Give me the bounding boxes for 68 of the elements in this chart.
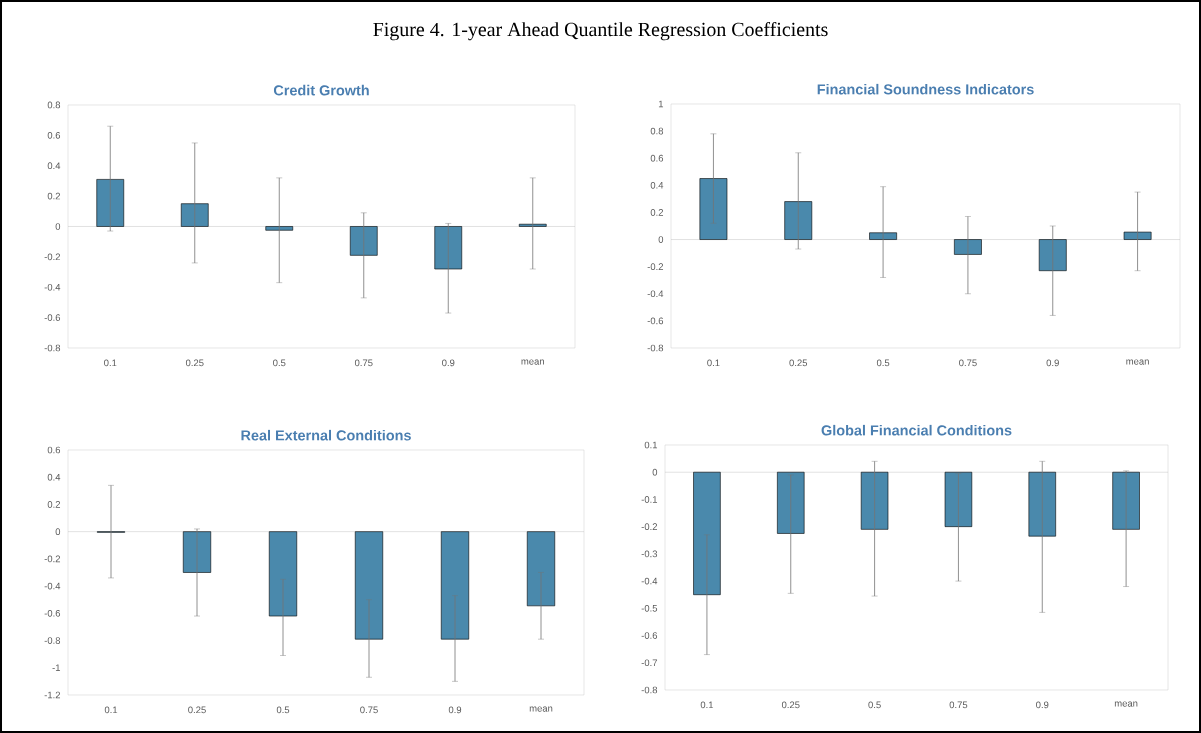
y-tick-label: -0.6 [647,317,664,325]
y-tick-label: 0 [658,236,664,243]
x-tick-label: 0.9 [1036,701,1049,709]
y-tick-label: -1.2 [44,691,61,699]
y-tick-label: 0.1 [644,441,658,449]
y-tick-label: 0 [652,468,658,476]
chart-title: Figure 4. 1-year Ahead Quantile Regression Coefficients [373,21,828,41]
y-tick-label: 0.4 [650,181,664,189]
x-tick-label: mean [1126,359,1149,365]
y-tick-label: -0.6 [44,609,61,617]
x-tick-label: 0.5 [876,359,890,367]
y-tick-label: -0.2 [44,253,61,261]
x-tick-label: 0.75 [949,701,968,709]
y-tick-label: 1 [658,100,664,108]
y-tick-label: -0.2 [641,523,658,530]
y-tick-label: 0.6 [650,154,664,162]
x-tick-label: mean [1114,701,1138,707]
y-tick-label: 0 [55,528,61,535]
y-tick-label: -0.8 [44,637,61,644]
x-tick-label: 0.9 [1046,359,1059,367]
x-tick-label: mean [521,359,544,365]
y-tick-label: -0.8 [647,344,664,352]
y-tick-label: 0.2 [47,501,61,508]
x-tick-label: mean [529,706,553,712]
y-tick-label: -0.3 [641,550,658,558]
x-tick-label: 0.1 [707,359,720,367]
y-tick-label: -0.4 [647,290,664,298]
chart-title: Global Financial Conditions [821,424,1012,436]
y-tick-label: 0.2 [650,209,664,216]
x-tick-label: 0.75 [959,359,977,367]
x-tick-label: 0.5 [868,701,881,709]
y-tick-label: 0.4 [47,162,61,170]
x-tick-label: 0.75 [360,706,378,714]
y-tick-label: -0.1 [641,496,658,503]
x-tick-label: 0.5 [273,359,286,367]
chart-subtitle: Credit Growth [273,84,369,96]
chart-title: Real External Conditions [241,429,411,441]
y-tick-label: -0.7 [641,659,658,667]
y-tick-label: -0.6 [641,632,658,639]
x-tick-label: 0.9 [442,359,455,367]
y-tick-label: -0.6 [44,314,61,321]
y-tick-label: 0.6 [47,446,61,454]
y-tick-label: -0.4 [44,582,61,590]
y-tick-label: 0.8 [47,101,61,109]
x-tick-label: 0.75 [354,359,373,367]
x-tick-label: 0.25 [188,706,206,714]
y-tick-label: -1 [52,664,61,672]
y-tick-label: -0.2 [44,555,61,563]
x-tick-label: 0.1 [700,701,714,709]
y-tick-label: -0.4 [44,283,61,291]
y-tick-label: 0.2 [47,192,61,200]
y-tick-label: -0.8 [641,686,658,694]
x-tick-label: 0.1 [104,359,117,367]
y-tick-label: -0.5 [641,604,658,612]
y-tick-label: -0.8 [44,344,61,352]
y-tick-label: 0 [55,223,61,230]
x-tick-label: 0.25 [185,359,204,367]
x-tick-label: 0.1 [104,706,118,714]
x-tick-label: 0.25 [781,701,800,709]
x-tick-label: 0.5 [276,706,290,714]
chart-title: Financial Soundness Indicators [817,83,1034,95]
y-tick-label: -0.2 [647,263,664,270]
y-tick-label: 0.6 [47,132,61,139]
x-tick-label: 0.25 [789,359,808,367]
x-tick-label: 0.9 [448,706,462,714]
y-tick-label: 0.8 [650,127,664,135]
y-tick-label: -0.4 [641,577,658,585]
y-tick-label: 0.4 [47,473,61,481]
